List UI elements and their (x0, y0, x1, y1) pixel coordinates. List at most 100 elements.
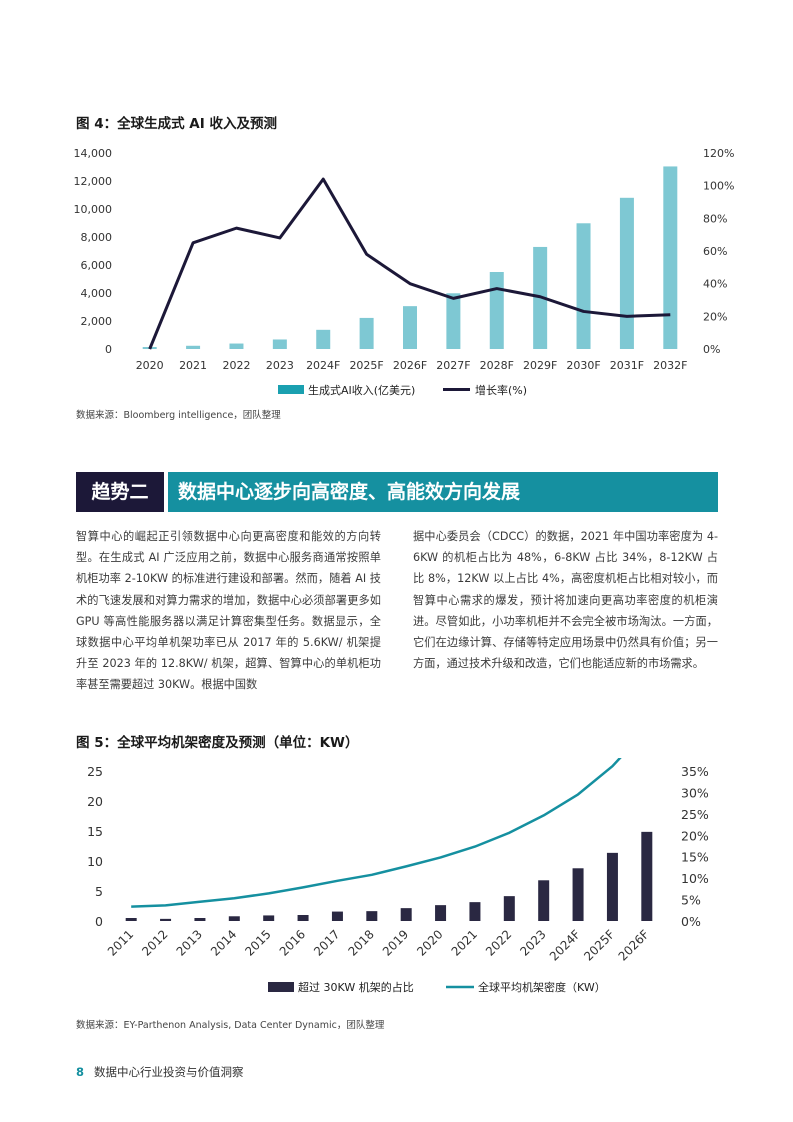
bar-revenue-2027F (446, 293, 461, 349)
y-right-tick-label: 100% (703, 180, 734, 193)
bar-share-2015 (263, 915, 275, 921)
y-right-tick-label: 25% (681, 807, 709, 822)
bar-share-2023 (538, 880, 550, 921)
y-left-tick-label: 12,000 (74, 175, 113, 188)
y-left-tick-label: 14,000 (74, 147, 113, 160)
bar-revenue-2026F (403, 306, 417, 349)
legend-bars-label: 超过 30KW 机架的占比 (298, 980, 414, 994)
x-tick-label: 2025F (349, 359, 383, 372)
x-tick-label: 2032F (653, 359, 687, 372)
x-tick-label: 2023 (266, 359, 294, 372)
figure4-chart: 0 2,000 4,000 6,000 8,000 10,000 12,000 14,000 0… (74, 147, 735, 397)
y-left-tick-label: 15 (87, 824, 103, 839)
x-tick-label: 2024F (547, 927, 583, 963)
y-left-tick-label: 10 (87, 854, 103, 869)
body-text-left: 智算中心的崛起正引领数据中心向更高密度和能效的方向转型。在生成式 AI 广泛应用… (76, 530, 381, 692)
bar-share-2021 (469, 902, 481, 921)
x-tick-label: 2018 (345, 927, 376, 958)
y-right-tick-label: 15% (681, 850, 709, 865)
bar-share-2011 (125, 918, 137, 921)
y-left-tick-label: 8,000 (81, 231, 113, 244)
x-tick-label: 2013 (174, 927, 205, 958)
y-left-tick-label: 4,000 (81, 287, 113, 300)
trend-label: 趋势二 (76, 472, 164, 512)
bar-revenue-2021 (186, 345, 201, 349)
y-left-tick-label: 25 (87, 764, 103, 779)
x-tick-label: 2030F (566, 359, 600, 372)
bar-revenue-2025F (359, 317, 374, 349)
x-tick-label: 2017 (311, 927, 342, 958)
x-tick-label: 2031F (610, 359, 644, 372)
x-tick-label: 2021 (179, 359, 207, 372)
x-tick-label: 2022 (222, 359, 250, 372)
page-footer: 8 数据中心行业投资与价值洞察 (76, 1064, 244, 1080)
bar-share-2024F (572, 868, 584, 921)
y-right-tick-label: 80% (703, 212, 727, 225)
x-tick-label: 2026F (616, 927, 652, 963)
x-tick-label: 2014 (208, 927, 239, 958)
figure4-source: 数据来源：Bloomberg intelligence，团队整理 (76, 410, 281, 421)
x-tick-label: 2021 (449, 927, 480, 958)
y-left-tick-label: 10,000 (74, 203, 113, 216)
legend-line-label: 全球平均机架密度（KW） (478, 980, 606, 994)
y-left-tick-label: 2,000 (81, 315, 113, 328)
bar-share-2022 (503, 896, 515, 921)
page-number: 8 (76, 1065, 85, 1079)
bar-share-2014 (228, 916, 240, 921)
bar-revenue-2030F (576, 223, 591, 349)
y-right-tick-label: 20% (681, 828, 709, 843)
figure4-title: 图 4：全球生成式 AI 收入及预测 (76, 116, 277, 132)
bar-share-2025F (606, 852, 618, 921)
y-right-tick-label: 35% (681, 764, 709, 779)
legend-bars-label: 生成式AI收入(亿美元) (308, 383, 415, 397)
x-tick-label: 2015 (242, 927, 273, 958)
trend-title: 数据中心逐步向高密度、高能效方向发展 (168, 472, 718, 512)
bar-share-2018 (366, 911, 378, 921)
y-left-tick-label: 6,000 (81, 259, 113, 272)
figure5-source: 数据来源：EY-Parthenon Analysis, Data Center … (76, 1020, 385, 1031)
bar-revenue-2032F (663, 166, 678, 349)
bar-share-2019 (400, 908, 412, 921)
x-tick-label: 2028F (480, 359, 514, 372)
bar-revenue-2024F (316, 329, 331, 349)
x-tick-label: 2016 (277, 927, 308, 958)
legend-bar-swatch (278, 385, 304, 394)
bar-share-2017 (331, 911, 343, 921)
y-left-tick-label: 0 (95, 914, 103, 929)
x-tick-label: 2023 (517, 927, 548, 958)
footer-title: 数据中心行业投资与价值洞察 (94, 1065, 244, 1079)
x-tick-label: 2025F (581, 927, 617, 963)
y-left-tick-label: 0 (105, 343, 112, 356)
y-right-tick-label: 5% (681, 893, 701, 908)
figure5-chart: 0 5 10 15 20 25 0% 5% 10% 15% 20% 25% 30% 35% 2011 2012… (87, 758, 709, 994)
y-right-tick-label: 30% (681, 785, 709, 800)
bar-revenue-2031F (619, 197, 634, 349)
bar-share-2026F (641, 831, 653, 921)
x-tick-label: 2020 (136, 359, 164, 372)
y-right-tick-label: 10% (681, 871, 709, 886)
x-tick-label: 2019 (380, 927, 411, 958)
x-tick-label: 2011 (105, 927, 136, 958)
y-left-tick-label: 20 (87, 794, 103, 809)
x-tick-label: 2022 (483, 927, 514, 958)
y-right-tick-label: 0% (681, 914, 701, 929)
bar-share-2012 (160, 918, 172, 921)
bar-share-2016 (297, 915, 309, 921)
y-right-tick-label: 120% (703, 147, 734, 160)
bar-share-2013 (194, 918, 206, 921)
rack-density-line (131, 758, 622, 908)
bar-share-2020 (435, 905, 447, 921)
legend-bar-swatch (268, 982, 294, 992)
x-tick-label: 2024F (306, 359, 340, 372)
y-right-tick-label: 0% (703, 343, 720, 356)
bar-revenue-2028F (489, 272, 504, 349)
growth-rate-line (148, 177, 671, 350)
x-tick-label: 2026F (393, 359, 427, 372)
x-tick-label: 2027F (436, 359, 470, 372)
y-left-tick-label: 5 (95, 884, 103, 899)
figure5-title: 图 5：全球平均机架密度及预测（单位：KW） (76, 735, 359, 751)
body-text-right: 据中心委员会（CDCC）的数据，2021 年中国功率密度为 4-6KW 的机柜占… (413, 530, 718, 671)
legend-line-label: 增长率(%) (475, 383, 527, 397)
x-tick-label: 2029F (523, 359, 557, 372)
y-right-tick-label: 40% (703, 278, 727, 291)
